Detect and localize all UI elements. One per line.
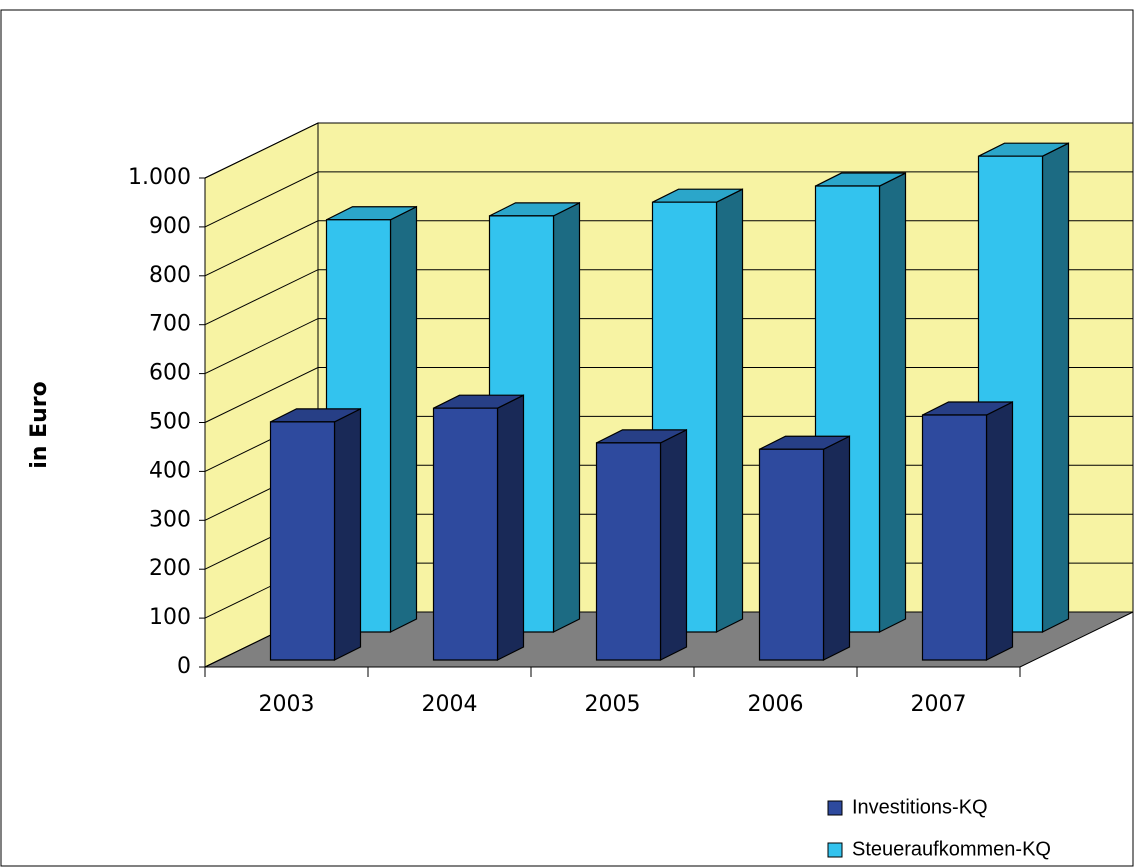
grid-line — [204, 122, 1133, 179]
bar — [758, 435, 851, 661]
x-tick-label: 2007 — [911, 692, 967, 717]
bar — [921, 401, 1014, 661]
bar-front — [595, 442, 662, 661]
bar-side — [333, 407, 362, 661]
legend-swatch — [827, 800, 843, 816]
bar — [432, 394, 525, 661]
y-tick-label: 300 — [149, 507, 191, 532]
bar-side — [552, 201, 581, 633]
x-tick-label: 2005 — [585, 692, 641, 717]
bar-side — [496, 394, 525, 661]
y-tick-label: 100 — [149, 605, 191, 630]
bar-side — [1041, 142, 1070, 633]
bar-side — [659, 428, 688, 661]
bar-side — [389, 205, 418, 633]
bar — [269, 407, 362, 661]
y-tick-label: 500 — [149, 410, 191, 435]
bar-side — [822, 435, 851, 661]
y-tick-label: 900 — [149, 214, 191, 239]
y-tick-label: 0 — [177, 654, 191, 679]
y-tick-label: 600 — [149, 361, 191, 386]
y-tick-label: 200 — [149, 556, 191, 581]
bar — [595, 428, 688, 661]
bar-front — [432, 407, 499, 661]
y-tick-label: 1.000 — [128, 165, 191, 190]
bar-front — [921, 414, 988, 661]
legend-label: Steueraufkommen-KQ — [852, 838, 1051, 860]
y-tick-label: 400 — [149, 458, 191, 483]
bar-side — [878, 172, 907, 633]
grid-line — [204, 171, 1133, 228]
bar-side — [985, 401, 1014, 661]
bar-front — [269, 421, 336, 661]
y-tick-label: 700 — [149, 312, 191, 337]
x-tick-label: 2004 — [422, 692, 478, 717]
bar-side — [715, 188, 744, 633]
bar-front — [758, 448, 825, 661]
legend-swatch — [827, 842, 843, 858]
x-tick-label: 2003 — [259, 692, 315, 717]
y-tick-label: 800 — [149, 263, 191, 288]
legend-label: Investitions-KQ — [852, 796, 988, 818]
x-tick-label: 2006 — [748, 692, 804, 717]
y-axis-title: in Euro — [27, 381, 52, 469]
